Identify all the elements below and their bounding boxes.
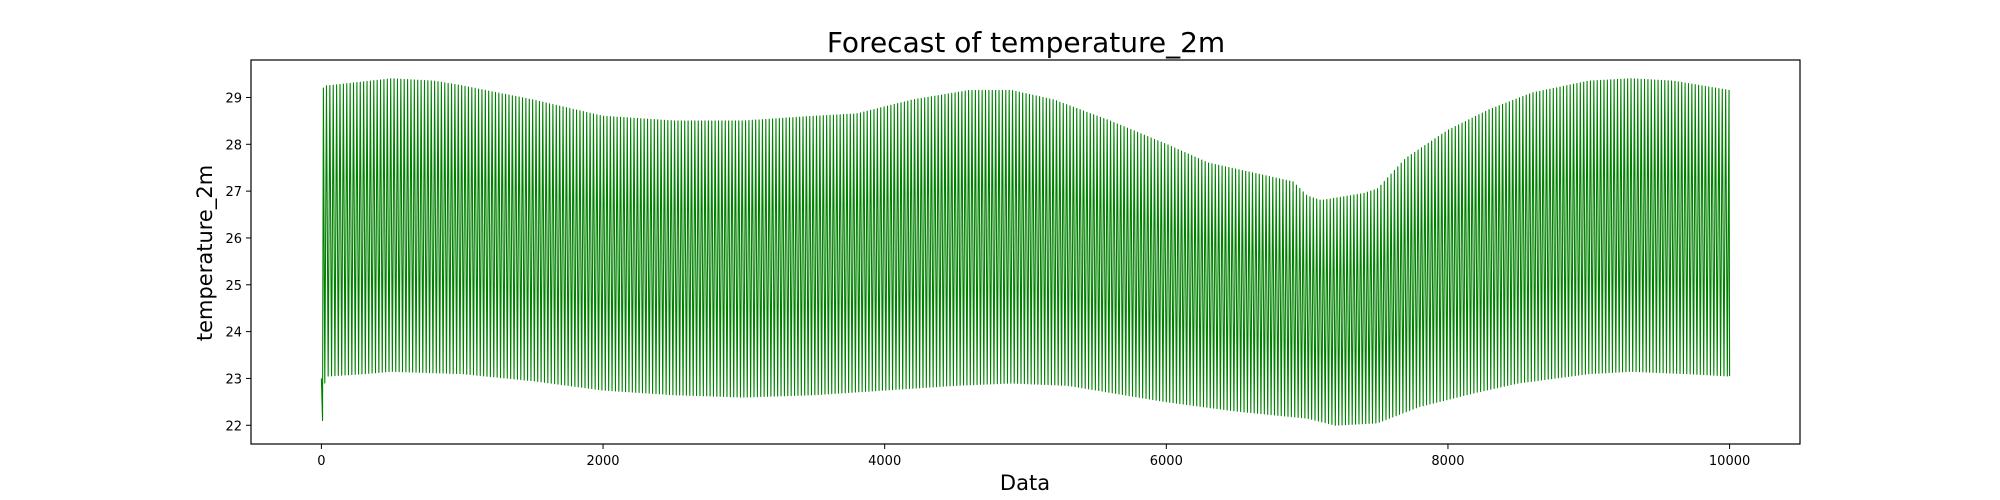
chart-title: Forecast of temperature_2m bbox=[827, 26, 1225, 59]
x-tick-label: 10000 bbox=[1709, 454, 1750, 469]
y-tick-label: 26 bbox=[225, 232, 242, 247]
y-axis-title: temperature_2m bbox=[193, 165, 218, 341]
series-line-temperature bbox=[320, 78, 1731, 426]
y-tick-label: 29 bbox=[225, 91, 242, 106]
x-axis-title: Data bbox=[1000, 471, 1050, 495]
y-tick-label: 28 bbox=[225, 138, 242, 153]
x-tick-label: 0 bbox=[317, 454, 325, 469]
y-tick-label: 22 bbox=[225, 419, 242, 434]
y-tick-label: 23 bbox=[225, 372, 242, 387]
y-tick-label: 24 bbox=[225, 326, 242, 341]
x-tick-label: 6000 bbox=[1150, 454, 1183, 469]
y-axis: 22 23 24 25 26 27 28 29 bbox=[225, 91, 251, 434]
x-axis: 0 2000 4000 6000 8000 10000 bbox=[317, 444, 1750, 469]
y-tick-label: 27 bbox=[225, 185, 242, 200]
y-tick-label: 25 bbox=[225, 279, 242, 294]
plot-area bbox=[250, 59, 1801, 445]
x-tick-label: 8000 bbox=[1431, 454, 1464, 469]
plot-frame bbox=[250, 59, 1801, 445]
x-tick-label: 2000 bbox=[586, 454, 619, 469]
x-tick-label: 4000 bbox=[868, 454, 901, 469]
